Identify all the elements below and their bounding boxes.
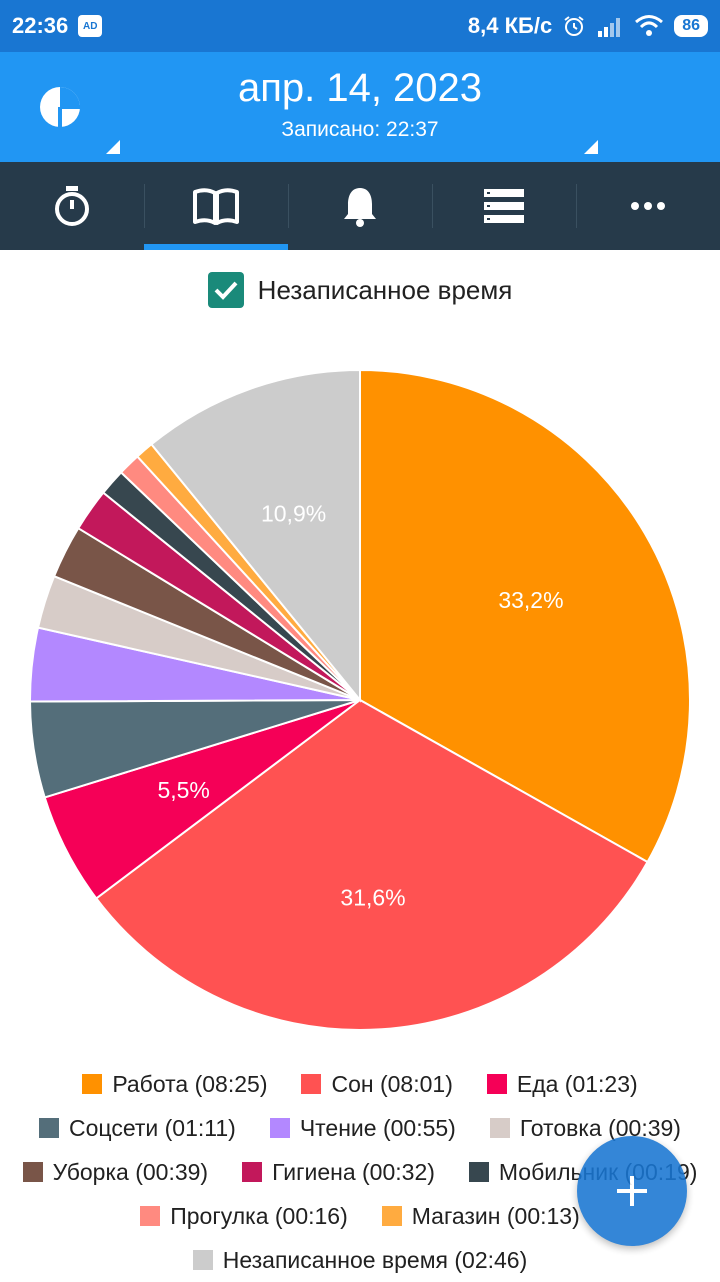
legend-item: Незаписанное время (02:46) (192, 1246, 528, 1274)
tab-timer[interactable] (0, 162, 144, 250)
legend-label: Соцсети (01:11) (69, 1114, 236, 1141)
tab-bar (0, 162, 720, 250)
tab-more[interactable] (576, 162, 720, 250)
legend-label: Прогулка (00:16) (170, 1202, 348, 1229)
legend-swatch (381, 1206, 402, 1226)
signal-icon (598, 18, 621, 37)
legend-item: Магазин (00:13) (381, 1202, 580, 1230)
slice-percent-label: 10,9% (261, 500, 326, 526)
recorded-time: Записано: 22:37 (281, 118, 439, 141)
bell-icon (344, 188, 376, 227)
battery-icon: 86 (674, 15, 708, 37)
stopwatch-icon (55, 186, 89, 226)
legend-swatch (468, 1162, 489, 1182)
legend-item: Сон (08:01) (301, 1070, 453, 1098)
legend-item: Еда (01:23) (486, 1070, 638, 1098)
legend-label: Гигиена (00:32) (272, 1158, 435, 1185)
legend-label: Магазин (00:13) (411, 1202, 580, 1229)
wifi-icon (635, 15, 664, 36)
pie-slice[interactable] (94, 698, 649, 1031)
legend-swatch (269, 1118, 290, 1138)
tab-reminders[interactable] (288, 162, 432, 250)
more-icon (631, 202, 665, 210)
unrecorded-time-toggle[interactable]: Незаписанное время (0, 268, 720, 312)
pie-slice[interactable] (359, 368, 691, 864)
unrecorded-time-label: Незаписанное время (257, 274, 513, 305)
legend-item: Работа (08:25) (82, 1071, 267, 1098)
slice-percent-label: 33,2% (498, 587, 563, 613)
unrecorded-time-checkbox[interactable] (207, 272, 244, 308)
tab-list[interactable] (432, 162, 576, 250)
legend-label: Незаписанное время (02:46) (222, 1246, 528, 1273)
legend-item: Чтение (00:55) (269, 1114, 456, 1142)
legend-row: Работа (08:25) Сон (08:01) Еда (01:23) (0, 1062, 720, 1106)
date-title[interactable]: апр. 14, 2023 (237, 66, 483, 110)
checkmark-icon (214, 281, 238, 300)
book-icon (193, 188, 239, 225)
legend-item: Соцсети (01:11) (39, 1115, 236, 1142)
legend-swatch (242, 1162, 263, 1182)
slice-percent-label: 31,6% (340, 885, 405, 911)
legend-item: Уборка (00:39) (22, 1158, 209, 1186)
pie-slice[interactable] (150, 368, 361, 703)
legend-swatch (22, 1162, 43, 1182)
legend-item: Готовка (00:39) (489, 1114, 681, 1142)
legend-item: Прогулка (00:16) (140, 1203, 348, 1230)
legend-item: Гигиена (00:32) (242, 1159, 435, 1186)
legend-swatch (39, 1118, 60, 1138)
legend-label: Еда (01:23) (516, 1070, 638, 1097)
legend-swatch (486, 1074, 507, 1094)
legend-label: Уборка (00:39) (52, 1158, 209, 1185)
tab-journal[interactable] (144, 162, 288, 250)
alarm-icon (564, 16, 584, 36)
legend-label: Сон (08:01) (331, 1070, 453, 1097)
legend-row: Незаписанное время (02:46) (0, 1238, 720, 1282)
list-icon (484, 189, 524, 223)
ad-badge-icon: AD (78, 15, 103, 37)
legend-label: Чтение (00:55) (299, 1114, 456, 1141)
status-time: 22:36 (12, 13, 69, 38)
legend-label: Работа (08:25) (112, 1070, 268, 1097)
legend-row: Соцсети (01:11) Чтение (00:55) Готовка (00… (0, 1106, 720, 1150)
legend-swatch (82, 1074, 103, 1094)
legend-swatch (192, 1250, 213, 1270)
legend-swatch (489, 1118, 510, 1138)
pie-chart-logo-icon[interactable] (38, 85, 82, 129)
add-button[interactable] (577, 1136, 687, 1246)
pie-chart[interactable]: 33,2% 31,6% 5,5% 10,9% (0, 360, 720, 1040)
legend-swatch (140, 1206, 161, 1226)
logo-menu-corner-icon (106, 140, 120, 154)
legend-swatch (301, 1074, 322, 1094)
plus-icon (617, 1176, 647, 1206)
status-bar: 22:36 AD 8,4 КБ/с 86 (0, 0, 720, 52)
date-menu-corner-icon (584, 140, 598, 154)
slice-percent-label: 5,5% (157, 777, 209, 803)
legend-label: Готовка (00:39) (519, 1114, 681, 1141)
app-header: апр. 14, 2023 Записано: 22:37 (0, 52, 720, 162)
network-speed: 8,4 КБ/с (467, 13, 553, 38)
legend-row: Прогулка (00:16) Магазин (00:13) (0, 1194, 720, 1238)
